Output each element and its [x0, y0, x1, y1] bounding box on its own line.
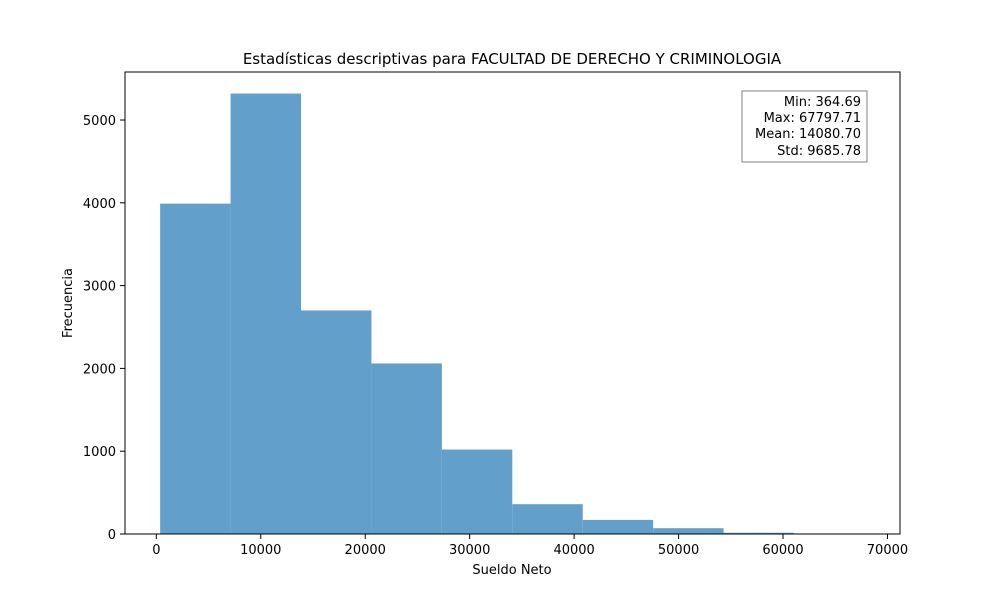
stat-min: Min: 364.69 — [784, 95, 861, 110]
histogram-bar — [653, 528, 724, 534]
x-tick-label: 10000 — [240, 543, 281, 558]
histogram-bar — [512, 504, 583, 534]
x-tick-label: 20000 — [345, 543, 386, 558]
x-tick-label: 60000 — [762, 543, 803, 558]
histogram-bar — [230, 93, 302, 534]
y-tick-label: 4000 — [83, 197, 116, 212]
histogram-bar — [582, 519, 654, 534]
plot-frame — [124, 71, 901, 535]
y-tick-label: 3000 — [83, 280, 116, 295]
chart-title: Estadísticas descriptivas para FACULTAD … — [243, 50, 782, 68]
histogram-bar — [301, 310, 372, 534]
y-tick-label: 1000 — [83, 445, 116, 460]
y-axis-ticks: 0 1000 2000 3000 4000 5000 — [83, 114, 125, 543]
y-axis-label: Frecuencia — [61, 268, 76, 338]
histogram-bar — [723, 532, 795, 534]
stat-mean: Mean: 14080.70 — [755, 127, 861, 142]
x-tick-label: 40000 — [553, 543, 594, 558]
y-tick-label: 2000 — [83, 362, 116, 377]
x-axis-ticks: 0 10000 20000 30000 40000 50000 60000 70000 — [152, 534, 908, 558]
histogram-bar — [160, 203, 231, 535]
x-axis-label: Sueldo Neto — [472, 563, 551, 578]
x-tick-label: 50000 — [658, 543, 699, 558]
histogram-bar — [371, 363, 442, 534]
histogram-bar — [441, 449, 513, 534]
stats-box-frame — [741, 90, 868, 163]
y-tick-label: 5000 — [83, 114, 116, 129]
x-tick-label: 70000 — [867, 543, 908, 558]
bars-group — [160, 93, 865, 535]
x-tick-label: 30000 — [449, 543, 490, 558]
x-tick-label: 0 — [152, 543, 160, 558]
stat-max: Max: 67797.71 — [764, 111, 861, 126]
y-tick-label: 0 — [108, 528, 116, 543]
stat-std: Std: 9685.78 — [777, 144, 861, 159]
stats-box: Min: 364.69 Max: 67797.71 Mean: 14080.70… — [741, 90, 868, 163]
